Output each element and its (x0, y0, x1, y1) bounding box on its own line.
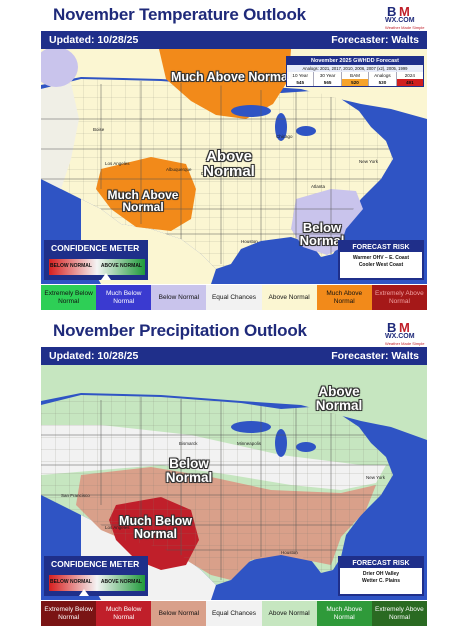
region-much-below-sw: Much Below Normal (119, 514, 192, 541)
region-below-se: Below Normal (299, 220, 345, 248)
forecast-risk-line: Drier OH Valley (362, 571, 400, 577)
region-below-central: Below Normal (165, 456, 213, 485)
forecast-risk-box: FORECAST RISK Drier OH Valley Wetter C. … (338, 556, 424, 596)
legend-item: Above Normal (261, 601, 317, 626)
legend-item: Equal Chances (206, 285, 262, 310)
forecaster-name: Forecaster: Walts (331, 34, 419, 46)
legend-item: Much Above Normal (316, 285, 372, 310)
region-above-ne: Above Normal (315, 384, 363, 413)
updated-date: Updated: 10/28/25 (49, 34, 139, 46)
page-title: November Precipitation Outlook (53, 321, 307, 340)
confidence-meter: CONFIDENCE METER BELOW NORMAL ABOVE NORM… (44, 240, 148, 280)
city-label: Minneapolis (237, 441, 262, 446)
city-label: Atlanta (311, 184, 326, 189)
temperature-outlook-panel: November Temperature Outlook B M WX.COM … (41, 0, 427, 312)
city-label: Chicago (276, 134, 293, 139)
forecast-risk-line: Warmer OHV – E. Coast (352, 255, 410, 261)
forecaster-name: Forecaster: Walts (331, 350, 419, 362)
city-label: Denver (201, 171, 216, 176)
forecast-risk-line: Cooler West Coast (358, 262, 404, 268)
city-label: Bismarck (179, 441, 198, 446)
stats-values: 545 565 520 530 491 (287, 79, 424, 86)
confidence-right-label: ABOVE NORMAL (100, 263, 142, 269)
confidence-left-label: BELOW NORMAL (50, 579, 92, 585)
legend-item: Extremely Above Normal (371, 601, 427, 626)
page-title: November Temperature Outlook (53, 5, 306, 24)
forecast-risk-title: FORECAST RISK (340, 558, 422, 568)
legend-item: Much Above Normal (316, 601, 372, 626)
bam-logo: B M WX.COM Weather Made Simple (385, 4, 425, 30)
stats-column-headers: 10 Year 30 Year BAM Analogs 2024 (287, 72, 423, 79)
confidence-left-label: BELOW NORMAL (50, 263, 92, 269)
forecast-risk-line: Wetter C. Plains (362, 578, 400, 584)
confidence-bar (49, 575, 145, 591)
legend-item: Much Below Normal (96, 601, 152, 626)
city-label: Houston (281, 550, 298, 555)
temperature-map: Boise Los Angeles Albuquerque Denver Hou… (41, 49, 427, 284)
city-label: Los Angeles (105, 525, 130, 530)
bam-logo: B M WX.COM Weather Made Simple (385, 320, 425, 346)
title-bar: November Precipitation Outlook B M WX.CO… (41, 320, 427, 346)
legend-item: Extremely Below Normal (41, 601, 97, 626)
forecast-risk-title: FORECAST RISK (340, 242, 422, 252)
city-label: Phoenix (139, 533, 156, 538)
city-label: Boise (93, 127, 105, 132)
legend-item: Below Normal (151, 601, 207, 626)
city-label: New York (359, 159, 379, 164)
confidence-meter: CONFIDENCE METER BELOW NORMAL ABOVE NORM… (44, 556, 148, 596)
city-label: Houston (241, 239, 258, 244)
stats-header: November 2025 GWHDD Forecast (287, 57, 423, 65)
legend-item: Extremely Above Normal (371, 285, 427, 310)
confidence-bar (49, 259, 145, 275)
legend-item: Below Normal (151, 285, 207, 310)
stats-analogs: Analogs: 2021, 2017, 2010, 2006, 2007 (x… (287, 65, 423, 72)
confidence-needle-icon (101, 273, 111, 280)
confidence-meter-title: CONFIDENCE METER (51, 559, 140, 569)
forecast-risk-box: FORECAST RISK Warmer OHV – E. Coast Cool… (338, 240, 424, 280)
updated-date: Updated: 10/28/25 (49, 350, 139, 362)
city-label: Los Angeles (105, 161, 130, 166)
city-label: Albuquerque (166, 167, 192, 172)
city-label: New York (366, 475, 386, 480)
region-much-above-north: Much Above Normal (171, 70, 292, 84)
legend-item: Much Below Normal (96, 285, 152, 310)
legend-item: Extremely Below Normal (41, 285, 97, 310)
gwhdd-forecast-table: November 2025 GWHDD Forecast Analogs: 20… (286, 56, 424, 87)
legend-item: Above Normal (261, 285, 317, 310)
temperature-map-graphic (41, 49, 427, 284)
precipitation-map: San Francisco Los Angeles Phoenix Bismar… (41, 365, 427, 600)
confidence-meter-title: CONFIDENCE METER (51, 243, 140, 253)
region-above-central: Above Normal (203, 148, 255, 180)
precipitation-legend: Extremely Below Normal Much Below Normal… (41, 601, 427, 626)
title-bar: November Temperature Outlook B M WX.COM … (41, 4, 427, 30)
confidence-right-label: ABOVE NORMAL (100, 579, 142, 585)
legend-item: Equal Chances (206, 601, 262, 626)
confidence-needle-icon (79, 589, 89, 596)
precipitation-outlook-panel: November Precipitation Outlook B M WX.CO… (41, 316, 427, 628)
info-bar: Updated: 10/28/25 Forecaster: Walts (41, 31, 427, 49)
region-much-above-sw: Much Above Normal (107, 188, 179, 214)
city-label: San Francisco (61, 493, 90, 498)
info-bar: Updated: 10/28/25 Forecaster: Walts (41, 347, 427, 365)
precipitation-map-graphic (41, 365, 427, 600)
temperature-legend: Extremely Below Normal Much Below Normal… (41, 285, 427, 310)
